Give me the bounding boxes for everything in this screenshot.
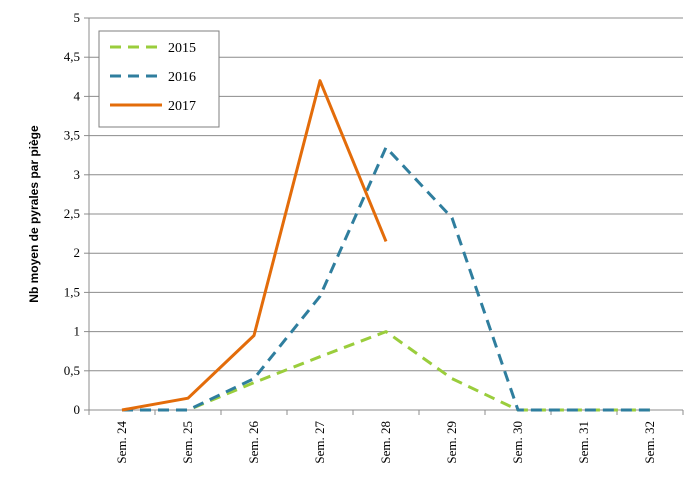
y-tick-label: 3 bbox=[74, 167, 81, 182]
x-tick-label: Sem. 26 bbox=[246, 421, 261, 464]
axes bbox=[84, 17, 684, 415]
series-line-2016 bbox=[122, 145, 650, 412]
legend: 2015 2016 2017 bbox=[98, 30, 220, 128]
y-axis-label: Nb moyen de pyrales par piège bbox=[27, 125, 41, 303]
series-lines bbox=[121, 79, 650, 412]
series-line-2015 bbox=[122, 330, 650, 412]
grid-lines bbox=[89, 17, 683, 372]
legend-box bbox=[98, 30, 220, 128]
y-tick-label: 4 bbox=[74, 88, 81, 103]
x-tick-label: Sem. 29 bbox=[444, 421, 459, 464]
y-tick-label: 2,5 bbox=[64, 206, 80, 221]
x-tick-label: Sem. 27 bbox=[312, 421, 327, 464]
y-tick-label: 1,5 bbox=[64, 284, 80, 299]
legend-label-2015: 2015 bbox=[168, 41, 196, 56]
x-tick-label: Sem. 31 bbox=[576, 421, 591, 464]
y-tick-label: 0,5 bbox=[64, 363, 80, 378]
y-tick-labels: 0 0,5 1 1,5 2 2,5 3 3,5 4 4,5 5 bbox=[64, 10, 81, 417]
y-tick-label: 5 bbox=[74, 10, 81, 25]
x-tick-label: Sem. 32 bbox=[642, 421, 657, 464]
x-tick-labels: Sem. 24 Sem. 25 Sem. 26 Sem. 27 Sem. 28 Sem. … bbox=[114, 421, 657, 464]
y-tick-label: 1 bbox=[74, 324, 81, 339]
legend-label-2016: 2016 bbox=[168, 70, 196, 85]
x-tick-label: Sem. 24 bbox=[114, 421, 129, 464]
x-tick-label: Sem. 25 bbox=[180, 421, 195, 464]
y-tick-label: 3,5 bbox=[64, 128, 80, 143]
legend-label-2017: 2017 bbox=[168, 99, 196, 114]
y-tick-label: 0 bbox=[74, 402, 81, 417]
x-tick-label: Sem. 28 bbox=[378, 421, 393, 464]
y-tick-label: 2 bbox=[74, 245, 81, 260]
y-tick-label: 4,5 bbox=[64, 49, 80, 64]
x-tick-label: Sem. 30 bbox=[510, 421, 525, 464]
series-line-2017 bbox=[121, 79, 388, 412]
